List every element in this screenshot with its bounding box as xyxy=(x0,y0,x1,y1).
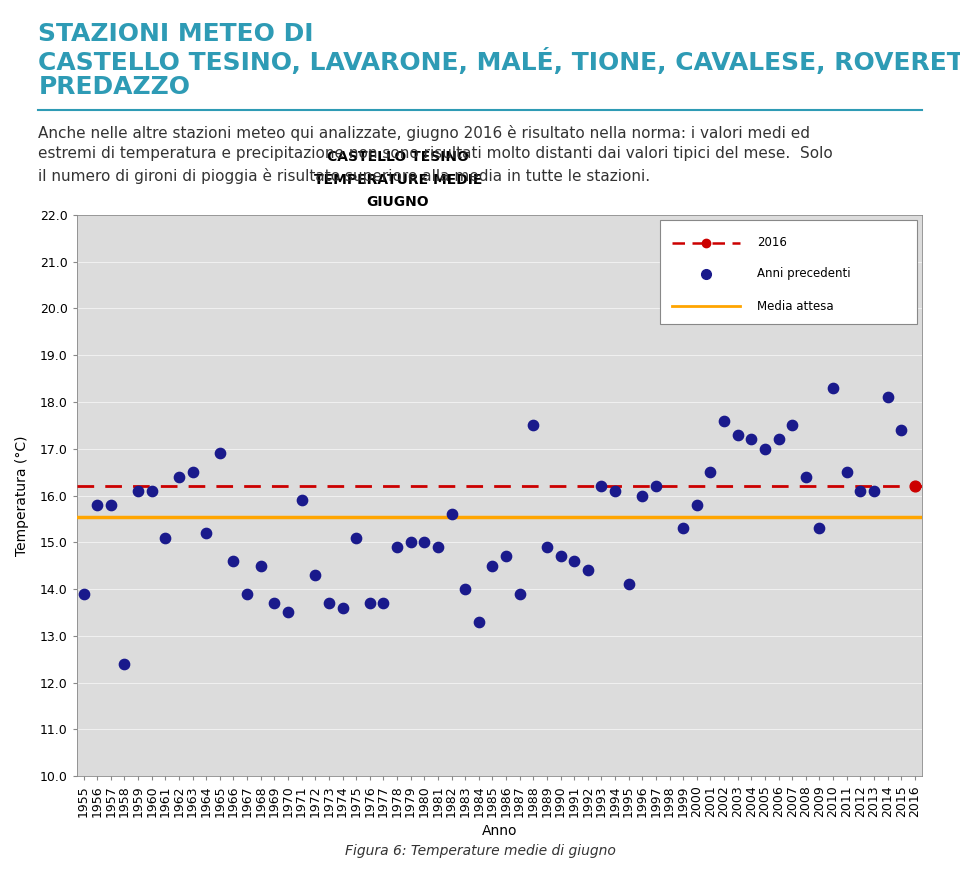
FancyBboxPatch shape xyxy=(660,220,918,324)
Point xyxy=(907,479,923,493)
Point xyxy=(117,657,132,671)
Point xyxy=(648,479,663,493)
Y-axis label: Temperatura (°C): Temperatura (°C) xyxy=(14,435,29,556)
Point xyxy=(131,484,146,498)
Point xyxy=(212,446,228,460)
Point xyxy=(375,596,391,610)
Point xyxy=(348,531,364,545)
Point xyxy=(430,540,445,554)
Point xyxy=(812,521,828,535)
Point xyxy=(144,484,159,498)
Point xyxy=(744,432,759,446)
Point xyxy=(553,549,568,563)
Point xyxy=(267,596,282,610)
Point xyxy=(444,507,459,521)
Point xyxy=(566,554,582,568)
Point xyxy=(498,549,514,563)
Point xyxy=(580,563,595,577)
Text: TEMPERATURE MEDIE: TEMPERATURE MEDIE xyxy=(314,173,482,187)
Text: Anche nelle altre stazioni meteo qui analizzate, giugno 2016 è risultato nella n: Anche nelle altre stazioni meteo qui ana… xyxy=(38,125,810,140)
Point xyxy=(239,587,254,601)
Point xyxy=(593,479,609,493)
Point xyxy=(512,587,527,601)
Point xyxy=(880,390,896,404)
Point xyxy=(253,559,269,573)
Point xyxy=(866,484,881,498)
Point xyxy=(362,596,377,610)
Point xyxy=(199,526,214,540)
Point xyxy=(458,582,473,596)
Point xyxy=(894,423,909,437)
Point xyxy=(798,470,813,484)
Point xyxy=(335,601,350,615)
Point xyxy=(608,484,623,498)
Point xyxy=(852,484,868,498)
Text: Figura 6: Temperature medie di giugno: Figura 6: Temperature medie di giugno xyxy=(345,844,615,858)
Text: CASTELLO TESINO, LAVARONE, MALÉ, TIONE, CAVALESE, ROVERETO E: CASTELLO TESINO, LAVARONE, MALÉ, TIONE, … xyxy=(38,48,960,75)
Point xyxy=(525,418,540,432)
Text: PREDAZZO: PREDAZZO xyxy=(38,75,190,99)
Point xyxy=(826,381,841,395)
Text: estremi di temperatura e precipitazione non sono risultati molto distanti dai va: estremi di temperatura e precipitazione … xyxy=(38,146,833,161)
Point xyxy=(171,470,186,484)
Point xyxy=(322,596,337,610)
Point xyxy=(730,428,745,442)
Point xyxy=(485,559,500,573)
Text: 2016: 2016 xyxy=(756,237,787,249)
Text: il numero di gironi di pioggia è risultato superiore alla media in tutte le staz: il numero di gironi di pioggia è risulta… xyxy=(38,168,651,184)
Text: GIUGNO: GIUGNO xyxy=(367,196,429,210)
Text: Media attesa: Media attesa xyxy=(756,300,833,313)
Point xyxy=(403,535,419,549)
Point xyxy=(307,568,323,582)
Point xyxy=(103,498,118,512)
Point xyxy=(784,418,800,432)
Point xyxy=(716,414,732,428)
Point xyxy=(689,498,705,512)
Point xyxy=(635,488,650,503)
Point xyxy=(703,465,718,479)
Point xyxy=(771,432,786,446)
Point xyxy=(839,465,854,479)
Point xyxy=(280,605,296,619)
Text: Anni precedenti: Anni precedenti xyxy=(756,267,851,281)
Point xyxy=(417,535,432,549)
Point xyxy=(390,540,405,554)
Point xyxy=(157,531,173,545)
Point xyxy=(89,498,105,512)
Point xyxy=(294,493,309,507)
Point xyxy=(226,554,241,568)
Text: CASTELLO TESINO: CASTELLO TESINO xyxy=(327,150,468,164)
Point xyxy=(661,306,677,320)
Point xyxy=(471,615,487,629)
Point xyxy=(757,442,773,456)
Point xyxy=(76,587,91,601)
Point xyxy=(185,465,201,479)
Point xyxy=(676,521,691,535)
Point xyxy=(540,540,555,554)
Point xyxy=(621,577,636,591)
Text: STAZIONI METEO DI: STAZIONI METEO DI xyxy=(38,22,314,46)
X-axis label: Anno: Anno xyxy=(482,824,516,838)
